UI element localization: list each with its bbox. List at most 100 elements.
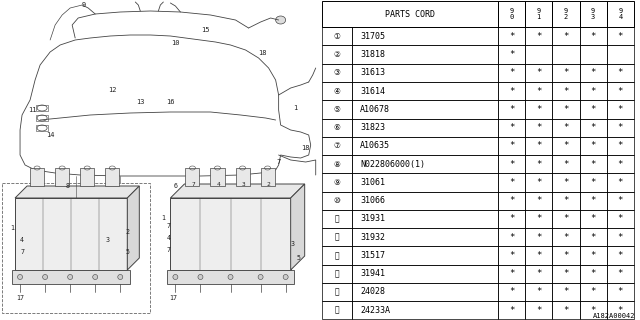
- Text: *: *: [591, 306, 596, 315]
- Text: ②: ②: [333, 50, 340, 59]
- Text: 31517: 31517: [360, 251, 385, 260]
- Bar: [498, 155, 525, 173]
- Bar: [353, 228, 498, 246]
- Bar: [498, 64, 525, 82]
- Bar: [552, 228, 580, 246]
- Polygon shape: [15, 186, 140, 198]
- Ellipse shape: [93, 275, 98, 279]
- Text: 13: 13: [136, 99, 145, 105]
- Bar: [607, 27, 634, 45]
- Ellipse shape: [283, 275, 288, 279]
- Bar: [580, 27, 607, 45]
- Text: 9
3: 9 3: [591, 8, 595, 20]
- Bar: [552, 192, 580, 210]
- Bar: [525, 246, 552, 265]
- Text: 4: 4: [216, 182, 220, 188]
- Text: *: *: [509, 50, 514, 59]
- Text: *: *: [591, 196, 596, 205]
- Bar: [607, 100, 634, 118]
- Bar: [353, 82, 498, 100]
- Ellipse shape: [17, 275, 22, 279]
- Bar: [525, 301, 552, 319]
- Bar: [353, 45, 498, 64]
- Text: *: *: [618, 105, 623, 114]
- Text: *: *: [591, 233, 596, 242]
- Text: ⑮: ⑮: [335, 287, 339, 296]
- Text: *: *: [563, 32, 568, 41]
- Bar: [322, 192, 352, 210]
- Bar: [322, 100, 352, 118]
- Polygon shape: [291, 184, 305, 270]
- Bar: [580, 45, 607, 64]
- Text: *: *: [591, 214, 596, 223]
- Bar: [525, 64, 552, 82]
- Bar: [36, 115, 48, 121]
- Text: 7: 7: [166, 247, 170, 253]
- Text: A182A00042: A182A00042: [593, 313, 636, 319]
- Text: *: *: [563, 178, 568, 187]
- Bar: [580, 301, 607, 319]
- Bar: [580, 82, 607, 100]
- Text: 2: 2: [125, 229, 129, 235]
- Text: 14: 14: [46, 132, 54, 138]
- Text: 31823: 31823: [360, 123, 385, 132]
- Ellipse shape: [43, 275, 47, 279]
- Bar: [552, 265, 580, 283]
- Bar: [498, 192, 525, 210]
- Text: 1: 1: [10, 225, 14, 231]
- Bar: [322, 45, 352, 64]
- Text: *: *: [509, 32, 514, 41]
- Text: *: *: [618, 196, 623, 205]
- Text: PARTS CORD: PARTS CORD: [385, 10, 435, 19]
- Text: *: *: [591, 269, 596, 278]
- Text: A10678: A10678: [360, 105, 390, 114]
- Bar: [186, 168, 200, 186]
- Bar: [552, 210, 580, 228]
- Bar: [552, 64, 580, 82]
- Bar: [168, 270, 294, 284]
- Bar: [498, 246, 525, 265]
- Text: *: *: [509, 214, 514, 223]
- Text: 10: 10: [171, 40, 180, 46]
- Bar: [552, 137, 580, 155]
- Text: 11: 11: [28, 107, 36, 113]
- Text: ⑫: ⑫: [335, 233, 339, 242]
- Text: *: *: [618, 32, 623, 41]
- Bar: [353, 173, 498, 192]
- Bar: [498, 118, 525, 137]
- Bar: [525, 27, 552, 45]
- Bar: [498, 100, 525, 118]
- Text: 17: 17: [16, 295, 24, 301]
- Text: *: *: [536, 233, 541, 242]
- Text: *: *: [509, 196, 514, 205]
- Bar: [322, 265, 352, 283]
- Text: *: *: [591, 251, 596, 260]
- Bar: [552, 27, 580, 45]
- Text: 18: 18: [301, 145, 310, 151]
- Bar: [552, 100, 580, 118]
- Text: *: *: [618, 214, 623, 223]
- Text: 2: 2: [267, 182, 271, 188]
- Bar: [552, 82, 580, 100]
- Bar: [211, 168, 225, 186]
- Bar: [322, 210, 352, 228]
- Text: *: *: [563, 68, 568, 77]
- Bar: [236, 168, 250, 186]
- Bar: [322, 137, 352, 155]
- Text: *: *: [563, 160, 568, 169]
- Text: 6: 6: [173, 183, 177, 189]
- Text: 12: 12: [108, 87, 116, 93]
- Text: *: *: [509, 141, 514, 150]
- Text: *: *: [509, 287, 514, 296]
- Bar: [353, 155, 498, 173]
- Bar: [498, 210, 525, 228]
- Bar: [525, 155, 552, 173]
- Text: *: *: [509, 251, 514, 260]
- Bar: [607, 228, 634, 246]
- Text: 7: 7: [191, 182, 195, 188]
- Text: ⑬: ⑬: [335, 251, 339, 260]
- Bar: [552, 301, 580, 319]
- Bar: [15, 198, 127, 270]
- Text: *: *: [563, 196, 568, 205]
- Text: N022806000(1): N022806000(1): [360, 160, 426, 169]
